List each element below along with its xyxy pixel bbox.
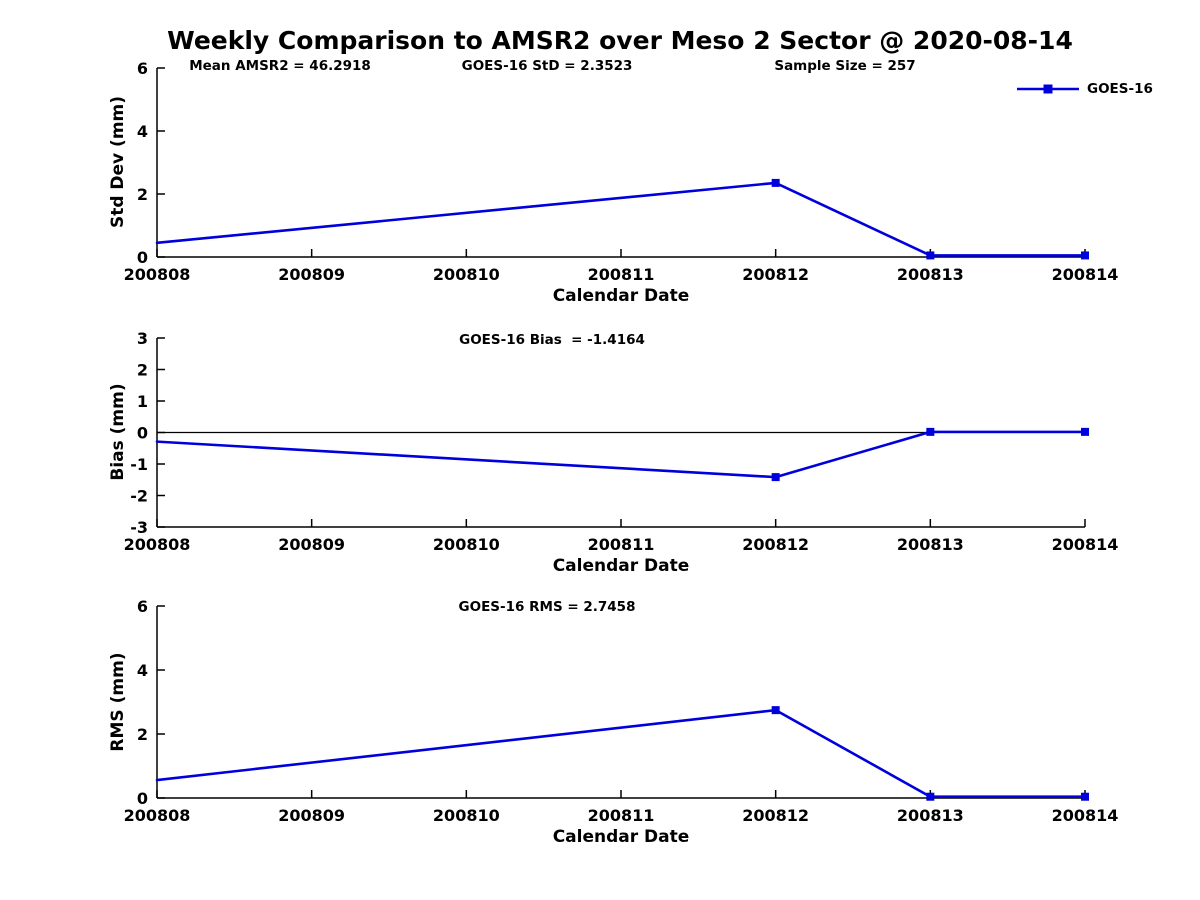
data-line-goes-16 (155, 430, 1087, 479)
x-tick-label: 200809 (278, 265, 345, 284)
y-tick-label: -3 (130, 518, 148, 537)
x-tick-label: 200808 (124, 265, 191, 284)
legend-label: GOES-16 (1087, 81, 1153, 97)
x-tick-label: 200809 (278, 806, 345, 825)
x-axis-label-panel-1: Calendar Date (552, 286, 690, 306)
x-tick-label: 200810 (433, 265, 500, 284)
y-tick-label: 0 (137, 789, 148, 808)
x-tick-label: 200810 (433, 806, 500, 825)
y-tick-label: -2 (130, 487, 148, 506)
x-tick-label: 200811 (588, 806, 655, 825)
x-tick-label: 200811 (588, 265, 655, 284)
x-tick-label: 200813 (897, 806, 964, 825)
y-tick-label: 2 (137, 185, 148, 204)
x-tick-label: 200809 (278, 535, 345, 554)
x-tick-label: 200811 (588, 535, 655, 554)
y-tick-label: 3 (137, 329, 148, 348)
y-tick-label: 4 (137, 122, 148, 141)
y-tick-label: 6 (137, 597, 148, 616)
x-tick-label: 200808 (124, 806, 191, 825)
panel-rms-plot: 0 2 4 6 200808 200809 200810 200811 200812 200813… (124, 597, 1119, 825)
data-point-marker (771, 706, 780, 715)
data-point-marker (1081, 792, 1089, 801)
x-tick-label: 200814 (1052, 535, 1119, 554)
x-tick-label: 200812 (742, 265, 809, 284)
data-line-goes-16 (155, 708, 1087, 799)
x-tick-label: 200814 (1052, 806, 1119, 825)
data-point-marker (1081, 427, 1089, 436)
x-tick-label: 200814 (1052, 265, 1119, 284)
figure-title: Weekly Comparison to AMSR2 over Meso 2 S… (167, 26, 1073, 55)
annotation-goes16-bias: GOES-16 Bias = -1.4164 (459, 332, 645, 348)
y-tick-label: 6 (137, 59, 148, 78)
legend: GOES-16 (1016, 80, 1153, 98)
y-tick-label: 0 (137, 424, 148, 443)
legend-line-marker-icon (1017, 84, 1079, 94)
y-tick-label: -1 (130, 455, 148, 474)
data-point-marker (926, 251, 935, 260)
annotation-mean-amsr2: Mean AMSR2 = 46.2918 (189, 58, 371, 74)
x-tick-label: 200810 (433, 535, 500, 554)
data-line-goes-16 (155, 181, 1087, 257)
x-tick-label: 200812 (742, 535, 809, 554)
y-tick-label: 2 (137, 725, 148, 744)
data-point-marker (926, 792, 935, 801)
x-tick-label: 200813 (897, 535, 964, 554)
x-axis-label-panel-3: Calendar Date (552, 827, 690, 847)
data-point-marker (1081, 251, 1089, 260)
y-tick-label: 4 (137, 661, 148, 680)
x-axis-label-panel-2: Calendar Date (552, 556, 690, 576)
annotation-goes16-std: GOES-16 StD = 2.3523 (461, 58, 633, 74)
x-tick-label: 200813 (897, 265, 964, 284)
x-tick-label: 200808 (124, 535, 191, 554)
data-point-marker (926, 427, 935, 436)
annotation-goes16-rms: GOES-16 RMS = 2.7458 (458, 599, 636, 615)
data-point-marker (771, 473, 780, 482)
annotation-sample-size: Sample Size = 257 (774, 58, 916, 74)
data-point-marker (771, 178, 780, 187)
panel-std-dev-plot: 0 2 4 6 200808 200809 200810 200811 200812 200813… (124, 59, 1119, 284)
y-tick-label: 0 (137, 248, 148, 267)
y-tick-label: 1 (137, 392, 148, 411)
y-tick-label: 2 (137, 361, 148, 380)
x-tick-label: 200812 (742, 806, 809, 825)
